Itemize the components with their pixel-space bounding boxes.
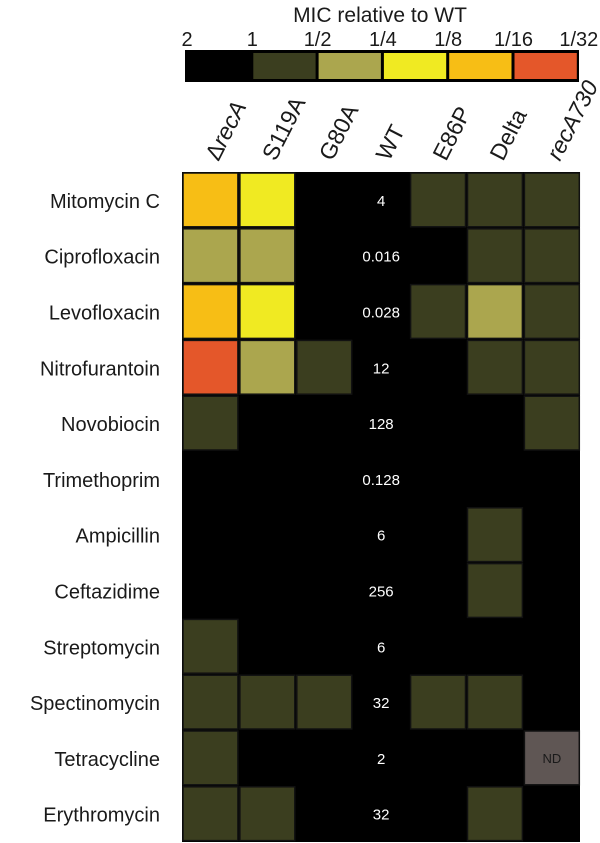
heatmap-cells: ND <box>182 172 581 842</box>
row-label-tetracycline: Tetracycline <box>54 749 160 771</box>
heatmap-cell <box>182 395 239 451</box>
heatmap-cell <box>523 283 581 340</box>
column-label-e86p: E86P <box>427 102 476 164</box>
wt-mic-value: 32 <box>373 695 390 712</box>
wt-mic-value: 4 <box>377 193 385 210</box>
row-label-streptomycin: Streptomycin <box>43 637 160 659</box>
column-label-wt: WT <box>370 121 409 165</box>
heatmap-cell <box>466 674 524 730</box>
heatmap-cell <box>239 339 296 395</box>
heatmap-cell <box>523 395 581 451</box>
legend-swatch-2 <box>253 53 316 79</box>
wt-mic-value: 0.028 <box>362 305 400 322</box>
heatmap-cell <box>182 339 239 395</box>
legend-frame <box>185 50 579 82</box>
legend: MIC relative to WT 2 1 1/2 1/4 1/8 1/16 1/32 <box>181 4 598 82</box>
wt-mic-value: 0.128 <box>362 472 400 489</box>
row-label-spectinomycin: Spectinomycin <box>30 693 160 715</box>
nd-label: ND <box>542 751 561 766</box>
row-label-ceftazidime: Ceftazidime <box>54 582 160 604</box>
heatmap-cell <box>239 674 296 730</box>
legend-swatch-3 <box>318 53 381 79</box>
legend-tick-label: 1 <box>247 29 258 51</box>
heatmap-cell <box>466 786 524 842</box>
heatmap-cell <box>182 228 239 284</box>
heatmap-cell <box>466 228 524 284</box>
heatmap-cell <box>182 172 239 228</box>
heatmap-cell <box>239 283 296 340</box>
heatmap-cell <box>239 172 296 228</box>
heatmap-cell <box>182 786 239 842</box>
heatmap-cell <box>296 674 353 730</box>
heatmap-cell <box>182 618 239 674</box>
legend-tick-label: 2 <box>181 29 192 51</box>
row-label-levofloxacin: Levofloxacin <box>49 303 160 325</box>
heatmap-cell <box>523 172 581 228</box>
legend-swatch-1 <box>188 53 251 79</box>
legend-swatch-4 <box>383 53 447 79</box>
legend-tick-label: 1/16 <box>494 29 533 51</box>
wt-mic-value: 128 <box>369 416 394 433</box>
row-label-trimethoprim: Trimethoprim <box>43 470 160 492</box>
heatmap-cell <box>523 339 581 395</box>
heatmap-cell <box>466 562 524 619</box>
column-label-delta: Delta <box>484 104 532 164</box>
wt-mic-value: 2 <box>377 751 385 768</box>
heatmap-cell <box>466 507 524 563</box>
heatmap-cell <box>523 228 581 284</box>
row-label-ciprofloxacin: Ciprofloxacin <box>44 247 160 269</box>
row-label-nitrofurantoin: Nitrofurantoin <box>40 358 160 380</box>
legend-swatch-6 <box>514 53 577 79</box>
heatmap-cell <box>466 283 524 340</box>
wt-mic-value: 6 <box>377 528 385 545</box>
column-label-reca730: recA730 <box>541 76 600 164</box>
legend-tick-label: 1/2 <box>304 29 332 51</box>
wt-mic-value: 12 <box>373 360 390 377</box>
wt-mic-value: 32 <box>373 807 390 824</box>
row-label-novobiocin: Novobiocin <box>61 414 160 436</box>
heatmap-cell <box>409 172 467 228</box>
wt-mic-values: 4 0.016 0.028 12 128 0.128 6 256 6 32 2 32 <box>362 193 400 824</box>
heatmap-cell <box>239 228 296 284</box>
column-label-s119a: S119A <box>257 92 311 164</box>
heatmap-cell <box>239 786 296 842</box>
column-label-g80a: G80A <box>314 99 364 164</box>
wt-mic-value: 6 <box>377 639 385 656</box>
column-labels: ΔrecA S119A G80A WT E86P Delta recA730 <box>200 76 600 164</box>
heatmap-cell <box>182 730 239 786</box>
row-label-ampicillin: Ampicillin <box>76 526 160 548</box>
legend-tick-labels: 2 1 1/2 1/4 1/8 1/16 1/32 <box>181 29 598 51</box>
heatmap-cell <box>296 339 353 395</box>
legend-tick-label: 1/4 <box>369 29 397 51</box>
column-label-reca: ΔrecA <box>200 97 252 165</box>
legend-tick-label: 1/32 <box>559 29 598 51</box>
wt-mic-value: 256 <box>369 584 394 601</box>
heatmap-cell <box>466 339 524 395</box>
heatmap-cell <box>182 674 239 730</box>
heatmap-background <box>182 172 580 842</box>
row-labels: Mitomycin C Ciprofloxacin Levofloxacin Nitr… <box>30 191 160 827</box>
legend-swatches <box>188 53 577 79</box>
legend-title: MIC relative to WT <box>293 4 467 27</box>
legend-tick-label: 1/8 <box>434 29 462 51</box>
legend-swatch-5 <box>449 53 512 79</box>
heatmap-cell <box>523 730 581 786</box>
heatmap-cell <box>466 172 524 228</box>
heatmap-cell <box>182 283 239 340</box>
row-label-mitomycin-c: Mitomycin C <box>50 191 160 213</box>
heatmap-cell <box>409 283 467 340</box>
row-label-erythromycin: Erythromycin <box>43 805 160 827</box>
wt-mic-value: 0.016 <box>362 249 400 266</box>
heatmap-cell <box>409 674 467 730</box>
